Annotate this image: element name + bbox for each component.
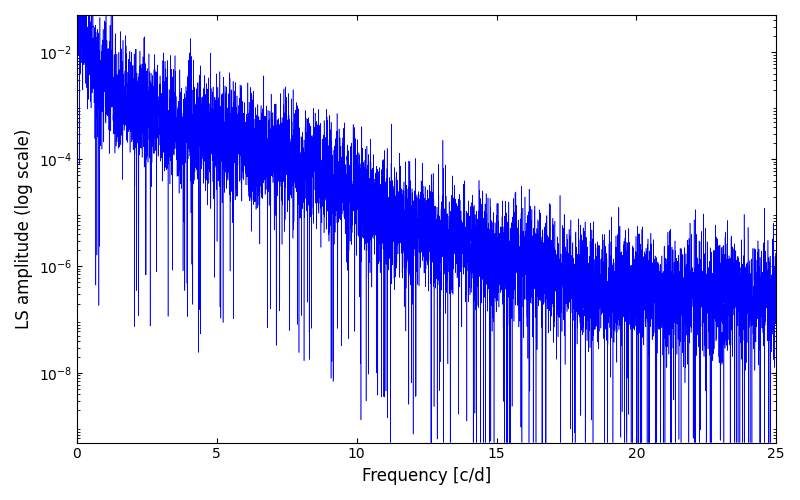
X-axis label: Frequency [c/d]: Frequency [c/d] bbox=[362, 467, 491, 485]
Y-axis label: LS amplitude (log scale): LS amplitude (log scale) bbox=[15, 128, 33, 329]
